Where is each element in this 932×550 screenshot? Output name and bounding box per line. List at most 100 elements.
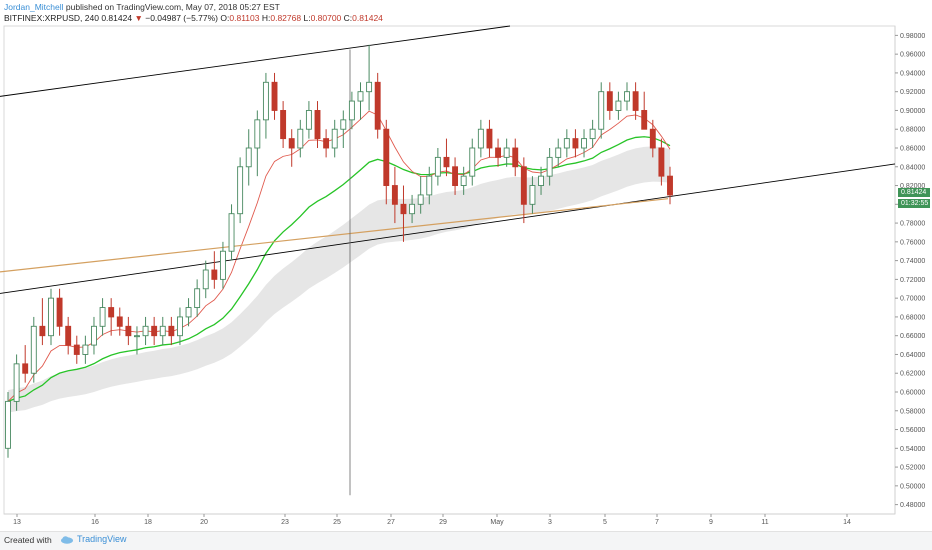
y-tick-label: 0.72000 [900, 277, 925, 284]
candle-body [323, 138, 330, 149]
candle-body [5, 400, 11, 449]
y-tick-label: 0.94000 [900, 70, 925, 77]
y-tick-label: 0.92000 [900, 89, 925, 96]
last-price-tag: 0.81424 [898, 188, 930, 197]
y-tick-label: 0.48000 [900, 502, 925, 509]
candle-body [305, 110, 312, 130]
y-tick-label: 0.88000 [900, 127, 925, 134]
y-tick-label: 0.58000 [900, 408, 925, 415]
x-tick-label: 18 [144, 519, 152, 526]
candle-body [443, 156, 450, 168]
candle-body [658, 147, 665, 177]
down-arrow-icon: ▼ [134, 13, 143, 23]
x-tick-label: 14 [843, 519, 851, 526]
x-tick-label: 11 [761, 519, 768, 526]
close-value: 0.81424 [352, 13, 383, 23]
y-tick-label: 0.50000 [900, 483, 925, 490]
candle-body [477, 128, 484, 149]
candle-body [228, 213, 235, 252]
x-tick-label: May [490, 519, 504, 526]
y-tick-label: 0.78000 [900, 221, 925, 228]
x-tick-label: 27 [387, 519, 395, 526]
candle-body [529, 185, 536, 205]
x-tick-label: 3 [548, 519, 552, 526]
candle-body [434, 156, 441, 177]
tradingview-label: TradingView [77, 534, 127, 544]
candle-body [546, 156, 553, 177]
y-tick-label: 0.68000 [900, 314, 925, 321]
candle-body [460, 175, 467, 186]
candle-body [366, 81, 373, 93]
candle-body [555, 147, 562, 158]
candle-body [176, 316, 183, 337]
tradingview-brand[interactable]: TradingView [60, 534, 127, 544]
x-tick-label: 9 [709, 519, 713, 526]
candle-body [520, 166, 527, 205]
y-tick-label: 0.60000 [900, 390, 925, 397]
ema-slow-line [7, 136, 671, 402]
high-value: 0.82768 [270, 13, 302, 23]
candle-body [271, 81, 278, 111]
low-label: L: [303, 13, 311, 23]
candle-body [280, 110, 287, 140]
publish-info: Jordan_Mitchell published on TradingView… [4, 2, 280, 12]
symbol-label: BITFINEX:XRPUSD, 240 [4, 13, 99, 23]
open-label: O: [220, 13, 230, 23]
candle-body [254, 119, 261, 149]
x-tick-label: 7 [655, 519, 659, 526]
author-link[interactable]: Jordan_Mitchell [4, 2, 64, 12]
candle-body [400, 203, 407, 215]
trendline [0, 25, 511, 97]
candle-body [202, 269, 209, 290]
candle-body [39, 325, 46, 337]
candle-body [30, 325, 37, 374]
y-tick-label: 0.76000 [900, 239, 925, 246]
candle-body [667, 175, 673, 196]
candle-body [297, 128, 304, 149]
candle-body [512, 147, 519, 168]
candle-body [219, 250, 226, 280]
y-tick-label: 0.74000 [900, 258, 925, 265]
candle-body [538, 175, 544, 186]
candle-body [486, 128, 493, 149]
trendline [0, 163, 896, 294]
y-tick-label: 0.70000 [900, 296, 925, 303]
x-tick-label: 23 [281, 519, 289, 526]
x-tick-label: 16 [91, 519, 99, 526]
x-tick-label: 29 [439, 519, 447, 526]
candle-body [245, 147, 252, 168]
footer-bar: Created with TradingView [0, 531, 932, 550]
y-tick-label: 0.54000 [900, 446, 925, 453]
price-chart[interactable]: 0.48000 0.50000 0.52000 0.54000 0.56000 0.580… [0, 0, 932, 532]
candle-body [56, 297, 63, 327]
y-tick-label: 0.86000 [900, 146, 925, 153]
y-tick-label: 0.52000 [900, 465, 925, 472]
y-tick-label: 0.62000 [900, 371, 925, 378]
candle-body [572, 138, 579, 149]
candle-body [65, 325, 72, 346]
x-tick-label: 13 [13, 519, 21, 526]
y-tick-label: 0.66000 [900, 333, 925, 340]
close-label: C: [343, 13, 353, 23]
last-price: 0.81424 [101, 13, 133, 23]
candle-body [91, 325, 97, 346]
candle-body [374, 81, 381, 130]
plot-area [3, 25, 896, 515]
candle-body [426, 175, 433, 196]
candle-body [409, 203, 416, 215]
candle-body [391, 185, 398, 205]
candle-body [383, 128, 390, 186]
candle-body [211, 269, 218, 280]
candle-body [82, 344, 89, 355]
y-tick-label: 0.82000 [900, 183, 925, 190]
candle-body [641, 110, 648, 130]
y-tick-label: 0.98000 [900, 33, 925, 40]
candle-body [598, 91, 605, 130]
candle-body [606, 91, 613, 111]
candle-body [262, 81, 269, 121]
ema-fast-line [7, 110, 671, 402]
trendline [0, 198, 669, 273]
candle-body [99, 307, 106, 327]
y-tick-label: 0.90000 [900, 108, 925, 115]
candle-body [331, 128, 338, 149]
